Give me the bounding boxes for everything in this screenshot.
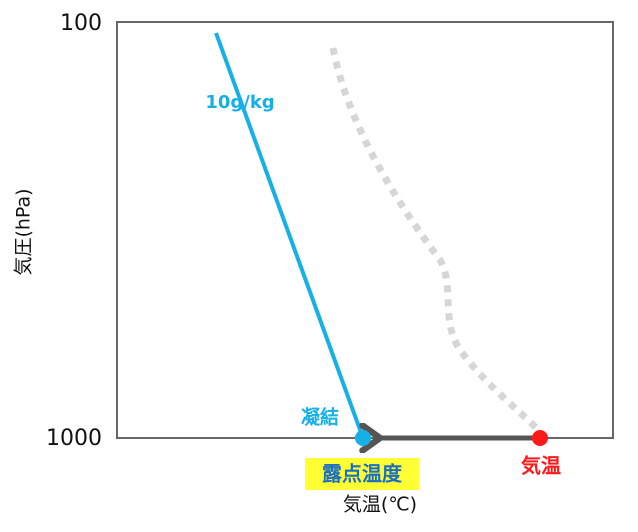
y-tick-label: 1000 (46, 426, 102, 451)
dew-point-label: 露点温度 (322, 462, 403, 486)
condensation-label: 凝結 (301, 406, 339, 429)
dew-point-dot (355, 430, 371, 446)
y-axis-label: 気圧(hPa) (13, 188, 35, 275)
y-tick-label: 100 (60, 11, 102, 36)
temperature-dot (532, 430, 548, 446)
dew-point-highlight (305, 458, 419, 490)
plot-frame (116, 21, 614, 439)
temperature-label: 気温 (521, 454, 561, 478)
mixing-ratio-line (214, 32, 365, 439)
x-axis-label: 気温(℃) (343, 494, 417, 516)
mixing-ratio-label: 10g/kg (205, 92, 274, 113)
